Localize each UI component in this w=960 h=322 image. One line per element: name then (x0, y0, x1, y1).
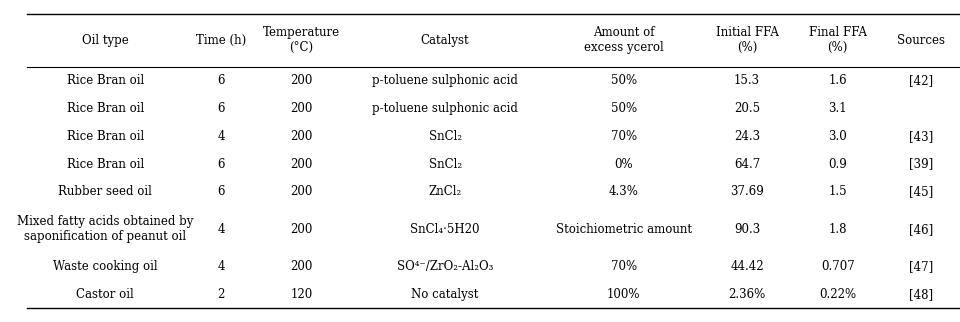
Text: Castor oil: Castor oil (77, 288, 134, 301)
Text: 0.707: 0.707 (821, 260, 854, 273)
Text: 24.3: 24.3 (734, 130, 760, 143)
Text: Rubber seed oil: Rubber seed oil (59, 185, 153, 198)
Text: Rice Bran oil: Rice Bran oil (66, 130, 144, 143)
Text: 2.36%: 2.36% (729, 288, 766, 301)
Text: 20.5: 20.5 (734, 102, 760, 115)
Text: 200: 200 (291, 223, 313, 236)
Text: 1.5: 1.5 (828, 185, 847, 198)
Text: [45]: [45] (909, 185, 933, 198)
Text: [48]: [48] (909, 288, 933, 301)
Text: 0.9: 0.9 (828, 157, 847, 171)
Text: SnCl₂: SnCl₂ (428, 157, 462, 171)
Text: 200: 200 (291, 260, 313, 273)
Text: [39]: [39] (909, 157, 933, 171)
Text: 0%: 0% (614, 157, 634, 171)
Text: 37.69: 37.69 (731, 185, 764, 198)
Text: 6: 6 (217, 157, 225, 171)
Text: p-toluene sulphonic acid: p-toluene sulphonic acid (372, 74, 518, 87)
Text: Catalyst: Catalyst (420, 33, 469, 46)
Text: [47]: [47] (909, 260, 933, 273)
Text: 64.7: 64.7 (734, 157, 760, 171)
Text: 4: 4 (217, 223, 225, 236)
Text: Time (h): Time (h) (196, 33, 246, 46)
Text: 70%: 70% (611, 130, 636, 143)
Text: 120: 120 (291, 288, 313, 301)
Text: SO⁴⁻/ZrO₂-Al₂O₃: SO⁴⁻/ZrO₂-Al₂O₃ (396, 260, 493, 273)
Text: 200: 200 (291, 185, 313, 198)
Text: 15.3: 15.3 (734, 74, 760, 87)
Text: Amount of
excess ycerol: Amount of excess ycerol (584, 26, 663, 54)
Text: 3.1: 3.1 (828, 102, 847, 115)
Text: 2: 2 (217, 288, 225, 301)
Text: SnCl₄·5H20: SnCl₄·5H20 (410, 223, 480, 236)
Text: [46]: [46] (909, 223, 933, 236)
Text: 200: 200 (291, 102, 313, 115)
Text: No catalyst: No catalyst (412, 288, 479, 301)
Text: 70%: 70% (611, 260, 636, 273)
Text: 1.6: 1.6 (828, 74, 847, 87)
Text: SnCl₂: SnCl₂ (428, 130, 462, 143)
Text: 50%: 50% (611, 102, 636, 115)
Text: 200: 200 (291, 74, 313, 87)
Text: Stoichiometric amount: Stoichiometric amount (556, 223, 692, 236)
Text: 6: 6 (217, 185, 225, 198)
Text: Waste cooking oil: Waste cooking oil (53, 260, 157, 273)
Text: Sources: Sources (897, 33, 945, 46)
Text: [42]: [42] (909, 74, 933, 87)
Text: 6: 6 (217, 74, 225, 87)
Text: 100%: 100% (607, 288, 640, 301)
Text: 1.8: 1.8 (828, 223, 847, 236)
Text: 90.3: 90.3 (734, 223, 760, 236)
Text: 4: 4 (217, 130, 225, 143)
Text: Initial FFA
(%): Initial FFA (%) (716, 26, 779, 54)
Text: ZnCl₂: ZnCl₂ (428, 185, 462, 198)
Text: 6: 6 (217, 102, 225, 115)
Text: Mixed fatty acids obtained by
saponification of peanut oil: Mixed fatty acids obtained by saponifica… (17, 215, 194, 243)
Text: 200: 200 (291, 130, 313, 143)
Text: 4.3%: 4.3% (609, 185, 638, 198)
Text: 50%: 50% (611, 74, 636, 87)
Text: 0.22%: 0.22% (819, 288, 856, 301)
Text: 200: 200 (291, 157, 313, 171)
Text: Rice Bran oil: Rice Bran oil (66, 157, 144, 171)
Text: 4: 4 (217, 260, 225, 273)
Text: [43]: [43] (909, 130, 933, 143)
Text: 44.42: 44.42 (731, 260, 764, 273)
Text: 3.0: 3.0 (828, 130, 847, 143)
Text: Oil type: Oil type (82, 33, 129, 46)
Text: Temperature
(°C): Temperature (°C) (263, 26, 340, 54)
Text: Rice Bran oil: Rice Bran oil (66, 102, 144, 115)
Text: Final FFA
(%): Final FFA (%) (808, 26, 867, 54)
Text: p-toluene sulphonic acid: p-toluene sulphonic acid (372, 102, 518, 115)
Text: Rice Bran oil: Rice Bran oil (66, 74, 144, 87)
